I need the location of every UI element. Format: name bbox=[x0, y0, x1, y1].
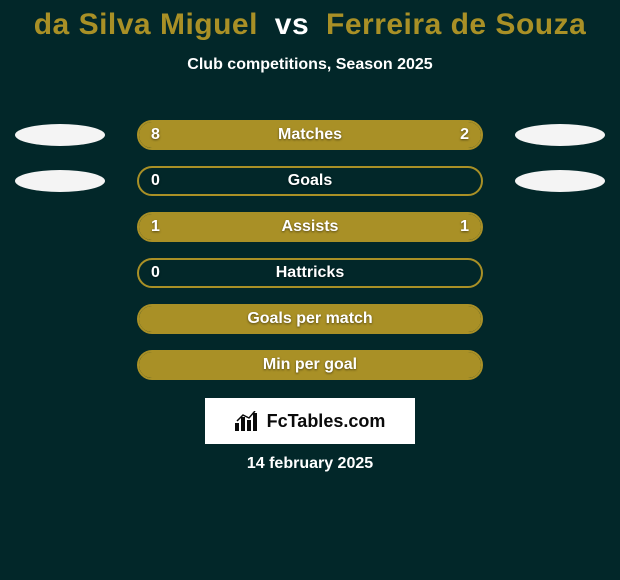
stat-value-left: 8 bbox=[151, 122, 160, 148]
stat-row: Assists1 1 bbox=[0, 212, 620, 242]
stats-area: Matches82Goals0Assists11Hattricks0Goals … bbox=[0, 120, 620, 396]
stat-label: Goals per match bbox=[139, 306, 481, 332]
stat-bar-track: Hattricks0 bbox=[137, 258, 483, 288]
vs-separator: vs bbox=[267, 8, 317, 41]
stat-label: Goals bbox=[139, 168, 481, 194]
stat-row: Hattricks0 bbox=[0, 258, 620, 288]
stat-bar-track: Matches8 2 bbox=[137, 120, 483, 150]
stat-bar-track: Assists1 1 bbox=[137, 212, 483, 242]
subtitle: Club competitions, Season 2025 bbox=[0, 56, 620, 74]
stat-bar-track: Goals per match bbox=[137, 304, 483, 334]
stat-row: Goals0 bbox=[0, 166, 620, 196]
logo-text: FcTables.com bbox=[267, 411, 386, 432]
logo-box: FcTables.com bbox=[205, 398, 415, 444]
stat-row: Min per goal bbox=[0, 350, 620, 380]
comparison-title: da Silva Miguel vs Ferreira de Souza bbox=[0, 0, 620, 42]
stat-value-left: 1 bbox=[151, 214, 160, 240]
stat-bar-track: Min per goal bbox=[137, 350, 483, 380]
stat-value-right: 1 bbox=[460, 214, 469, 240]
player2-marker bbox=[515, 124, 605, 146]
date-label: 14 february 2025 bbox=[0, 455, 620, 473]
player2-name: Ferreira de Souza bbox=[326, 8, 586, 41]
player2-marker bbox=[515, 170, 605, 192]
player1-marker bbox=[15, 170, 105, 192]
chart-icon bbox=[235, 411, 261, 431]
stat-row: Matches8 2 bbox=[0, 120, 620, 150]
player1-marker bbox=[15, 124, 105, 146]
stat-value-right: 2 bbox=[460, 122, 469, 148]
player1-name: da Silva Miguel bbox=[34, 8, 258, 41]
stat-label: Matches bbox=[139, 122, 481, 148]
stat-label: Min per goal bbox=[139, 352, 481, 378]
stat-label: Assists bbox=[139, 214, 481, 240]
stat-label: Hattricks bbox=[139, 260, 481, 286]
stat-bar-track: Goals0 bbox=[137, 166, 483, 196]
stat-value-left: 0 bbox=[151, 260, 160, 286]
stat-row: Goals per match bbox=[0, 304, 620, 334]
stat-value-left: 0 bbox=[151, 168, 160, 194]
